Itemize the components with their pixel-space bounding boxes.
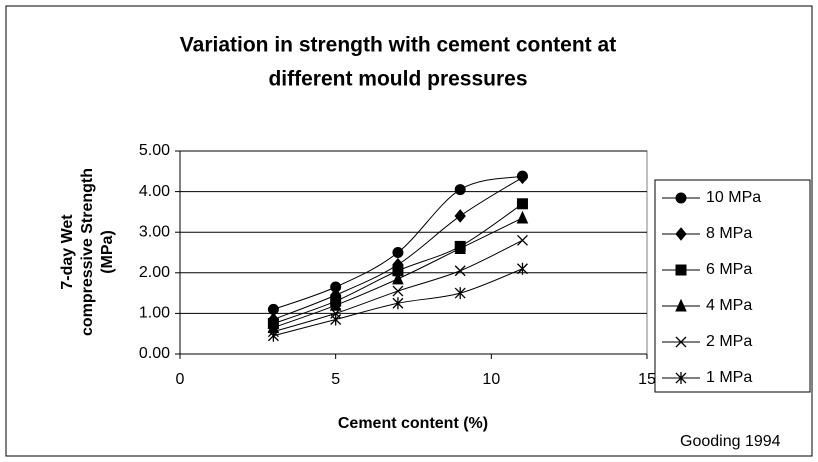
x-tick-label: 15 [638,371,656,388]
marker [675,298,687,312]
marker [675,264,687,276]
y-tick-label: 5.00 [139,142,170,159]
marker [516,210,529,224]
marker [517,262,528,275]
marker [329,298,342,311]
y-tick-label: 4.00 [139,183,170,200]
y-axis-label: 7-day Wet compressive Strength (MPa) [59,168,116,336]
legend-label: 6 MPa [706,261,752,278]
plot-area [179,150,648,355]
chart-title: different mould pressures [268,68,527,91]
marker [454,241,466,254]
marker [675,227,687,241]
annotation: Gooding 1994 [680,433,781,450]
chart-title: Variation in strength with cement conten… [180,34,616,57]
y-axis-label-line: (MPa) [99,230,116,274]
y-tick-label: 3.00 [139,223,170,240]
marker [517,234,528,246]
y-axis-label-line: compressive Strength [79,168,96,336]
x-tick-label: 0 [176,371,185,388]
marker [454,287,466,300]
marker [675,192,687,204]
marker [454,265,466,277]
legend-label: 2 MPa [706,333,752,350]
marker [454,209,466,223]
y-tick-label: 2.00 [139,264,170,281]
x-tick-label: 5 [331,371,340,388]
y-axis-label-line: 7-day Wet [59,214,76,290]
marker [267,329,279,342]
marker [392,297,404,310]
x-axis-label: Cement content (%) [338,415,488,432]
marker [392,285,404,297]
marker [454,184,466,196]
marker [392,247,404,258]
marker [392,271,404,285]
legend-label: 8 MPa [706,225,752,242]
marker [675,336,687,348]
legend-label: 1 MPa [706,369,752,386]
legend-label: 10 MPa [706,189,761,206]
marker [516,198,528,210]
y-tick-label: 0.00 [139,345,170,362]
marker [516,170,529,185]
y-tick-label: 1.00 [139,305,170,322]
x-tick-label: 10 [482,371,500,388]
marker [330,313,342,326]
legend-label: 4 MPa [706,297,752,314]
marker [675,372,687,384]
legend-box [654,179,811,393]
